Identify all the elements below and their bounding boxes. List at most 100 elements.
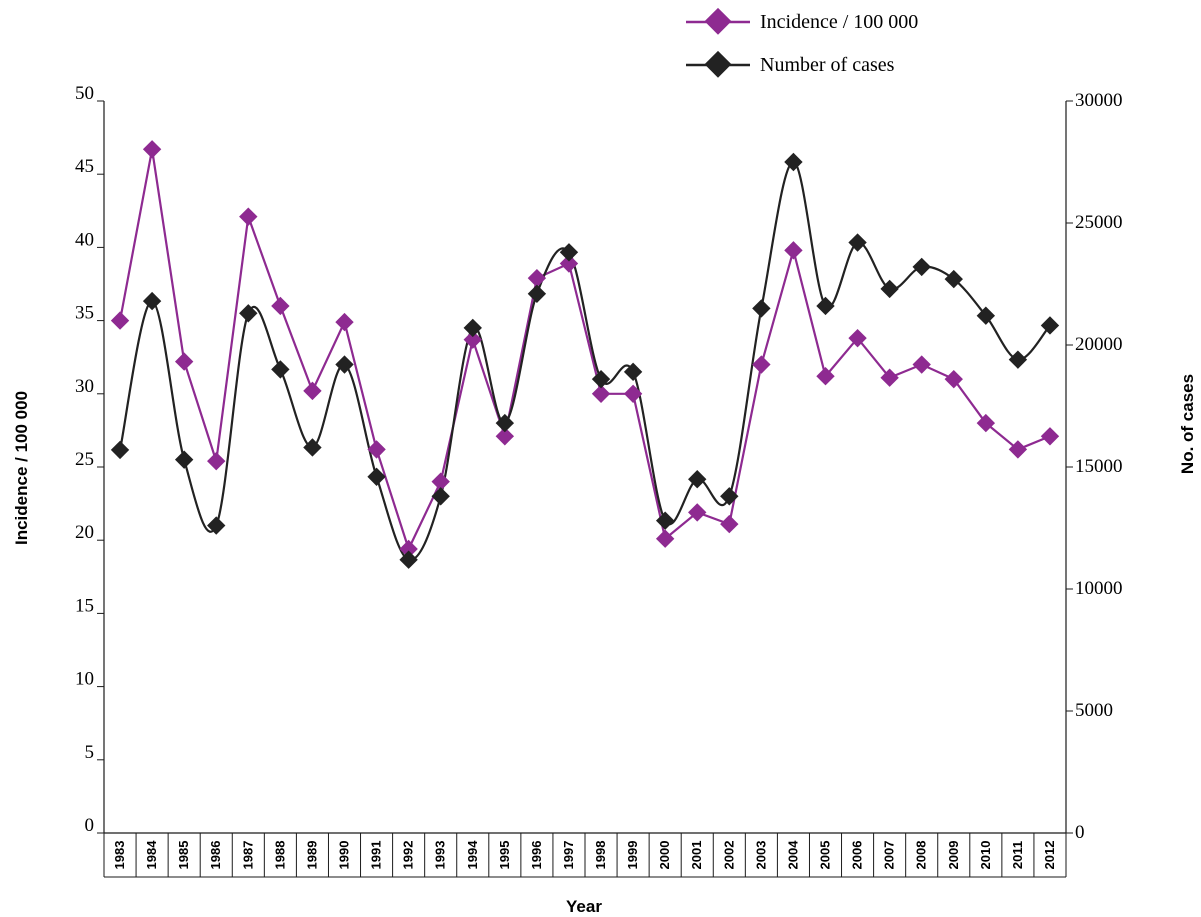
- x-tick-label: 2012: [1042, 841, 1057, 870]
- x-tick-label: 1992: [401, 841, 416, 870]
- x-tick-label: 1999: [625, 841, 640, 870]
- cases-point: [142, 291, 162, 311]
- cases-point: [335, 355, 354, 374]
- x-tick-label: 1989: [304, 841, 319, 870]
- cases-point: [816, 296, 835, 316]
- x-tick-label: 1986: [208, 841, 223, 870]
- legend-label-cases: Number of cases: [760, 54, 895, 76]
- x-tick-label: 1984: [144, 840, 159, 870]
- left-tick-label: 5: [85, 742, 95, 763]
- incidence-point: [239, 207, 258, 226]
- incidence-point: [880, 368, 899, 387]
- incidence-point: [976, 413, 996, 433]
- x-tick-label: 2011: [1010, 841, 1025, 869]
- left-tick-label: 50: [75, 83, 94, 104]
- cases-point: [784, 152, 803, 172]
- left-tick-label: 25: [75, 449, 94, 470]
- incidence-point: [752, 355, 771, 374]
- cases-point: [495, 413, 515, 433]
- x-tick-label: 2007: [882, 841, 897, 870]
- cases-point: [623, 362, 643, 382]
- cases-point: [207, 516, 226, 535]
- legend-marker-incidence: [704, 7, 732, 35]
- left-tick-label: 35: [75, 303, 94, 324]
- cases-point: [944, 269, 963, 289]
- legend-item-cases: Number of cases: [686, 50, 895, 78]
- right-tick-label: 25000: [1075, 212, 1123, 233]
- cases-point: [880, 279, 899, 299]
- incidence-point: [944, 369, 963, 389]
- x-tick-label: 2000: [657, 841, 672, 870]
- incidence-point: [335, 312, 354, 332]
- x-tick-label: 1995: [497, 841, 512, 870]
- left-tick-label: 20: [75, 522, 94, 543]
- x-tick-label: 1993: [433, 841, 448, 870]
- x-tick-label: 1990: [337, 841, 352, 870]
- x-tick-label: 2010: [978, 841, 993, 870]
- left-tick-label: 30: [75, 376, 94, 397]
- incidence-point: [207, 451, 226, 471]
- series-lines: [118, 149, 1051, 561]
- incidence-point: [495, 427, 515, 446]
- right-tick-label: 15000: [1075, 456, 1123, 477]
- incidence-point: [142, 140, 162, 159]
- incidence-point: [912, 355, 931, 374]
- incidence-point: [688, 503, 707, 522]
- incidence-point: [816, 367, 835, 386]
- x-tick-label: 1988: [272, 841, 287, 870]
- incidence-point: [1040, 427, 1060, 446]
- cases-point: [848, 233, 867, 252]
- x-tick-label: 2008: [914, 841, 929, 870]
- x-axis-categories: 1983 1984 1985 1986 1987 1988 1989 1990 1991 1992…: [112, 840, 1057, 870]
- x-tick-label: 1987: [240, 841, 255, 870]
- incidence-point: [110, 311, 130, 330]
- cases-point: [110, 440, 130, 460]
- cases-point: [591, 369, 611, 389]
- cases-point: [688, 470, 707, 489]
- incidence-point: [559, 254, 579, 273]
- cases-point: [271, 360, 290, 379]
- incidence-point: [303, 381, 322, 401]
- cases-point: [752, 299, 771, 318]
- incidence-point: [784, 241, 803, 260]
- cases-point: [559, 243, 579, 262]
- incidence-point: [367, 440, 386, 459]
- incidence-point: [527, 268, 547, 288]
- y-axis-left-title: Incidence / 100 000: [12, 391, 31, 545]
- incidence-line: [118, 149, 1051, 552]
- cases-point: [303, 438, 322, 457]
- left-tick-label: 45: [75, 156, 94, 177]
- x-tick-label: 2001: [689, 841, 704, 870]
- incidence-point: [431, 472, 450, 491]
- x-tick-label: 1983: [112, 841, 127, 870]
- x-tick-label: 2002: [721, 841, 736, 870]
- incidence-point: [463, 330, 482, 349]
- left-tick-label: 15: [75, 595, 94, 616]
- incidence-point: [174, 352, 194, 371]
- cases-point: [655, 511, 675, 530]
- cases-point: [399, 550, 418, 569]
- cases-line: [118, 160, 1051, 561]
- incidence-point: [848, 328, 867, 348]
- cases-point: [239, 304, 258, 323]
- x-tick-label: 2003: [753, 841, 768, 870]
- incidence-point: [623, 384, 643, 403]
- left-tick-label: 0: [85, 815, 95, 836]
- incidence-point: [271, 296, 290, 316]
- x-axis-title: Year: [566, 897, 602, 916]
- right-tick-label: 30000: [1075, 90, 1123, 111]
- x-tick-label: 2004: [785, 840, 800, 870]
- x-tick-label: 2009: [946, 841, 961, 870]
- legend: Incidence / 100 000 Number of cases: [686, 7, 918, 78]
- cases-point: [912, 257, 931, 277]
- incidence-point: [591, 384, 611, 403]
- legend-label-incidence: Incidence / 100 000: [760, 11, 918, 33]
- cases-point: [1040, 316, 1060, 335]
- right-tick-label: 5000: [1075, 700, 1113, 721]
- cases-point: [527, 284, 547, 303]
- x-tick-label: 2006: [850, 841, 865, 870]
- legend-marker-cases: [704, 50, 732, 78]
- x-tick-label: 1998: [593, 841, 608, 870]
- legend-item-incidence: Incidence / 100 000: [686, 7, 918, 35]
